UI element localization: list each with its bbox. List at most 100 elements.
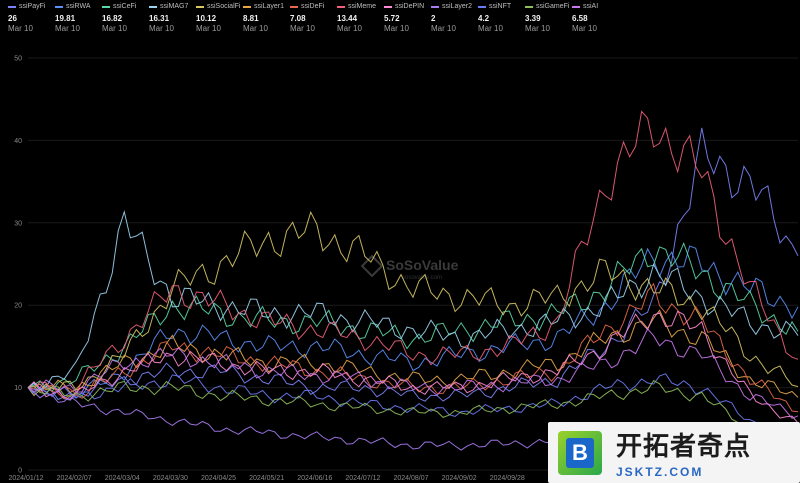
badge-logo-letter: B <box>566 437 594 468</box>
legend-item[interactable]: ssiMeme 13.44 Mar 10 <box>337 3 397 33</box>
series-line <box>27 310 799 424</box>
legend-date: Mar 10 <box>384 24 409 33</box>
legend-value: 4.2 <box>478 14 490 23</box>
legend-swatch <box>478 5 486 8</box>
legend-value: 10.12 <box>196 14 217 23</box>
legend-value: 16.82 <box>102 14 123 23</box>
legend-name: ssiGameFi <box>536 3 570 10</box>
series-line <box>27 282 799 413</box>
legend-name: ssiAI <box>583 3 599 10</box>
legend-date: Mar 10 <box>102 24 127 33</box>
legend-swatch <box>572 5 580 8</box>
badge-logo: B <box>558 430 602 475</box>
legend-date: Mar 10 <box>431 24 456 33</box>
legend-swatch <box>55 5 63 8</box>
y-tick-label: 20 <box>14 303 22 310</box>
legend-swatch <box>149 5 157 8</box>
series-line <box>27 309 799 398</box>
x-tick-label: 2024/07/12 <box>345 475 380 482</box>
legend-name: ssiNFT <box>489 3 512 10</box>
watermark-text: SoSoValue <box>386 257 459 273</box>
legend-value: 13.44 <box>337 14 358 23</box>
x-tick-label: 2024/03/30 <box>153 475 188 482</box>
legend-date: Mar 10 <box>290 24 315 33</box>
legend-swatch <box>384 5 392 8</box>
legend-date: Mar 10 <box>478 24 503 33</box>
legend-date: Mar 10 <box>572 24 597 33</box>
legend-swatch <box>243 5 251 8</box>
series-line <box>27 245 799 401</box>
legend: ssiPayFi 26 Mar 10 ssiRWA 19.81 Mar 10 ssiCeFi… <box>0 0 800 46</box>
legend-name: ssiSocialFi <box>207 3 241 10</box>
x-tick-label: 2024/02/07 <box>57 475 92 482</box>
legend-item[interactable]: ssiGameFi 3.39 Mar 10 <box>525 3 585 33</box>
legend-item[interactable]: ssiPayFi 26 Mar 10 <box>8 3 68 33</box>
legend-value: 2 <box>431 14 436 23</box>
legend-name: ssiLayer1 <box>254 3 284 10</box>
legend-date: Mar 10 <box>149 24 174 33</box>
legend-swatch <box>431 5 439 8</box>
legend-swatch <box>290 5 298 8</box>
legend-date: Mar 10 <box>337 24 362 33</box>
y-tick-label: 40 <box>14 138 22 145</box>
legend-swatch <box>337 5 345 8</box>
site-badge: B 开拓者奇点 JSKTZ.COM <box>548 422 800 483</box>
x-tick-label: 2024/01/12 <box>8 475 43 482</box>
x-tick-label: 2024/09/02 <box>442 475 477 482</box>
series-line <box>27 241 799 392</box>
legend-name: ssiDeFi <box>301 3 325 10</box>
legend-value: 19.81 <box>55 14 76 23</box>
legend-value: 8.81 <box>243 14 259 23</box>
legend-value: 16.31 <box>149 14 170 23</box>
legend-name: ssiCeFi <box>113 3 137 10</box>
legend-value: 26 <box>8 14 17 23</box>
y-tick-label: 0 <box>18 468 22 475</box>
legend-date: Mar 10 <box>525 24 550 33</box>
legend-name: ssiPayFi <box>19 3 46 10</box>
legend-swatch <box>102 5 110 8</box>
y-tick-label: 50 <box>14 56 22 63</box>
badge-title: 开拓者奇点 <box>616 431 752 461</box>
x-tick-label: 2024/03/04 <box>105 475 140 482</box>
series-line <box>27 210 799 397</box>
legend-swatch <box>8 5 16 8</box>
series-line <box>27 380 799 443</box>
legend-date: Mar 10 <box>55 24 80 33</box>
x-tick-label: 2024/05/21 <box>249 475 284 482</box>
legend-item[interactable]: ssiRWA 19.81 Mar 10 <box>55 3 115 33</box>
legend-item[interactable]: ssiCeFi 16.82 Mar 10 <box>102 3 162 33</box>
legend-date: Mar 10 <box>8 24 33 33</box>
legend-item[interactable]: ssiSocialFi 10.12 Mar 10 <box>196 3 256 33</box>
series-line <box>27 210 799 391</box>
legend-value: 3.39 <box>525 14 541 23</box>
legend-name: ssiDePIN <box>395 3 425 10</box>
legend-date: Mar 10 <box>243 24 268 33</box>
legend-item[interactable]: ssiNFT 4.2 Mar 10 <box>478 3 538 33</box>
legend-item[interactable]: ssiLayer1 8.81 Mar 10 <box>243 3 303 33</box>
legend-date: Mar 10 <box>196 24 221 33</box>
legend-swatch <box>196 5 204 8</box>
legend-name: ssiMAG7 <box>160 3 189 10</box>
legend-item[interactable]: ssiAI 6.58 Mar 10 <box>572 3 632 33</box>
legend-item[interactable]: ssiDeFi 7.08 Mar 10 <box>290 3 350 33</box>
series-line <box>27 328 799 419</box>
series-line <box>27 110 799 395</box>
badge-subtitle: JSKTZ.COM <box>616 465 704 479</box>
legend-name: ssiRWA <box>66 3 91 10</box>
legend-item[interactable]: ssiMAG7 16.31 Mar 10 <box>149 3 209 33</box>
legend-value: 5.72 <box>384 14 400 23</box>
legend-item[interactable]: ssiLayer2 2 Mar 10 <box>431 3 491 33</box>
legend-value: 6.58 <box>572 14 588 23</box>
x-tick-label: 2024/04/25 <box>201 475 236 482</box>
series-line <box>27 373 799 436</box>
y-tick-label: 10 <box>14 385 22 392</box>
legend-item[interactable]: ssiDePIN 5.72 Mar 10 <box>384 3 444 33</box>
y-tick-label: 30 <box>14 220 22 227</box>
legend-swatch <box>525 5 533 8</box>
watermark-icon <box>360 254 384 278</box>
x-tick-label: 2024/06/16 <box>297 475 332 482</box>
x-tick-label: 2024/08/07 <box>393 475 428 482</box>
legend-value: 7.08 <box>290 14 306 23</box>
